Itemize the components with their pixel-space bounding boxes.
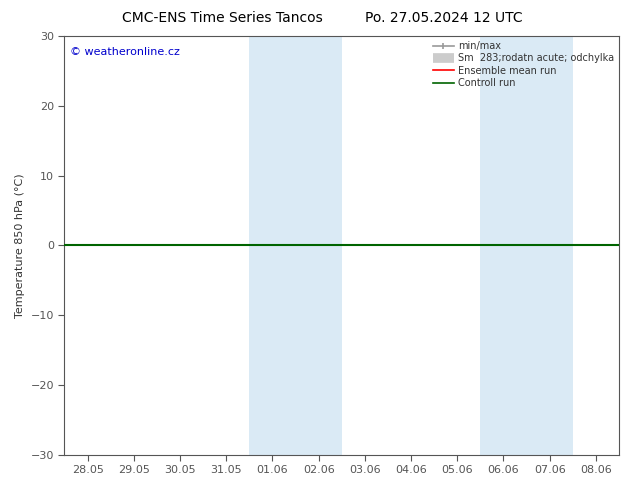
Legend: min/max, Sm  283;rodatn acute; odchylka, Ensemble mean run, Controll run: min/max, Sm 283;rodatn acute; odchylka, … [430, 38, 617, 91]
Bar [481, 36, 573, 455]
Text: CMC-ENS Time Series Tancos: CMC-ENS Time Series Tancos [122, 11, 322, 25]
Text: Po. 27.05.2024 12 UTC: Po. 27.05.2024 12 UTC [365, 11, 522, 25]
Y-axis label: Temperature 850 hPa (°C): Temperature 850 hPa (°C) [15, 173, 25, 318]
Text: © weatheronline.cz: © weatheronline.cz [70, 47, 180, 57]
Bar [249, 36, 342, 455]
